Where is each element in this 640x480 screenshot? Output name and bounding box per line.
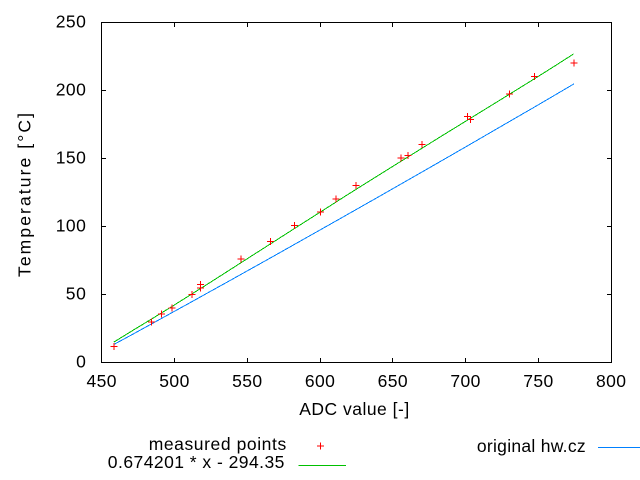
svg-text:550: 550: [232, 371, 262, 391]
svg-text:650: 650: [378, 371, 408, 391]
svg-text:200: 200: [56, 80, 86, 100]
svg-text:600: 600: [305, 371, 335, 391]
svg-text:450: 450: [87, 371, 117, 391]
svg-text:100: 100: [56, 216, 86, 236]
svg-text:750: 750: [523, 371, 553, 391]
svg-text:700: 700: [450, 371, 480, 391]
svg-text:Temperature [°C]: Temperature [°C]: [15, 113, 35, 277]
svg-text:original hw.cz: original hw.cz: [477, 436, 586, 456]
svg-text:measured points: measured points: [149, 434, 287, 454]
svg-text:ADC value [-]: ADC value [-]: [299, 399, 409, 419]
svg-text:250: 250: [56, 12, 86, 32]
svg-text:0: 0: [76, 352, 86, 372]
svg-text:50: 50: [66, 284, 86, 304]
svg-text:150: 150: [56, 148, 86, 168]
svg-text:0.674201 * x - 294.35: 0.674201 * x - 294.35: [108, 452, 285, 472]
svg-text:800: 800: [596, 371, 626, 391]
svg-text:500: 500: [159, 371, 189, 391]
